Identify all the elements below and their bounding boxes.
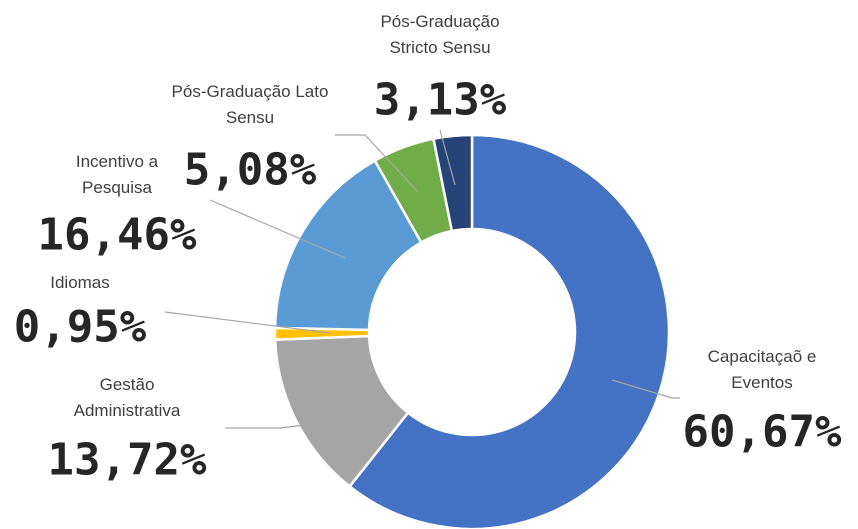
value-label: 13,72% [47,434,207,486]
leader-line [439,129,456,186]
value-label: 16,46% [37,209,197,261]
category-label: Idiomas [50,273,110,292]
value-label: 0,95% [13,301,147,353]
leader-line [611,379,680,399]
category-label: Pós-Graduação Stricto Sensu [380,12,500,57]
slice [347,133,671,529]
category-label: Incentivo a Pesquisa [75,152,159,197]
slice [273,158,423,332]
value-label: 5,08% [183,144,317,196]
leader-line [335,134,419,193]
slice [432,133,474,233]
value-label: 3,13% [373,74,507,126]
category-label: Gestão Administrativa [73,375,181,420]
leader-line [164,311,331,334]
category-label: Capacitaçaõ e Eventos [707,347,817,392]
category-label: Pós-Graduação Lato Sensu [171,82,329,127]
leader-line [209,199,346,259]
leader-line [225,419,346,429]
value-label: 60,67% [682,406,842,458]
